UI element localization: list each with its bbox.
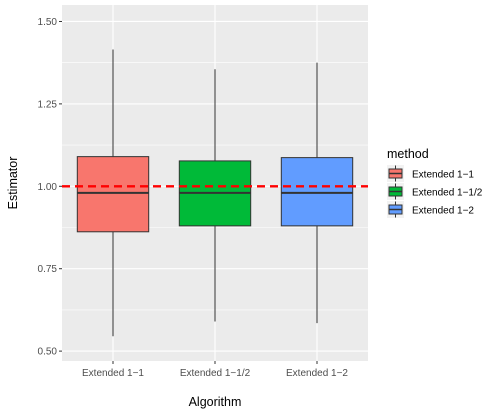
legend: method Extended 1−1 Extended 1−1/2 Extende… [387, 147, 483, 218]
x-axis: Extended 1−1 Extended 1−1/2 Extended 1−2 [82, 361, 348, 379]
y-tick-label: 1.25 [38, 99, 58, 110]
legend-item: Extended 1−1 [387, 165, 474, 182]
y-axis: 0.50 0.75 1.00 1.25 1.50 [38, 17, 62, 358]
y-axis-title: Estimator [6, 157, 20, 210]
x-tick-label: Extended 1−2 [286, 368, 348, 379]
legend-item: Extended 1−1/2 [387, 183, 483, 200]
y-tick-label: 1.50 [38, 17, 58, 28]
legend-label: Extended 1−2 [412, 206, 474, 217]
legend-title: method [387, 147, 429, 161]
box-body [76, 156, 150, 233]
box-body [280, 157, 354, 227]
y-tick-label: 1.00 [38, 182, 58, 193]
y-tick-label: 0.50 [38, 347, 58, 358]
boxes [76, 49, 354, 337]
box-3 [280, 62, 354, 324]
box-2 [178, 69, 252, 322]
x-tick-label: Extended 1−1/2 [180, 368, 251, 379]
box-1 [76, 49, 150, 337]
legend-label: Extended 1−1/2 [412, 188, 483, 199]
x-axis-title: Algorithm [189, 395, 242, 409]
y-tick-label: 0.75 [38, 264, 58, 275]
legend-label: Extended 1−1 [412, 170, 474, 181]
legend-item: Extended 1−2 [387, 201, 474, 218]
x-tick-label: Extended 1−1 [82, 368, 144, 379]
